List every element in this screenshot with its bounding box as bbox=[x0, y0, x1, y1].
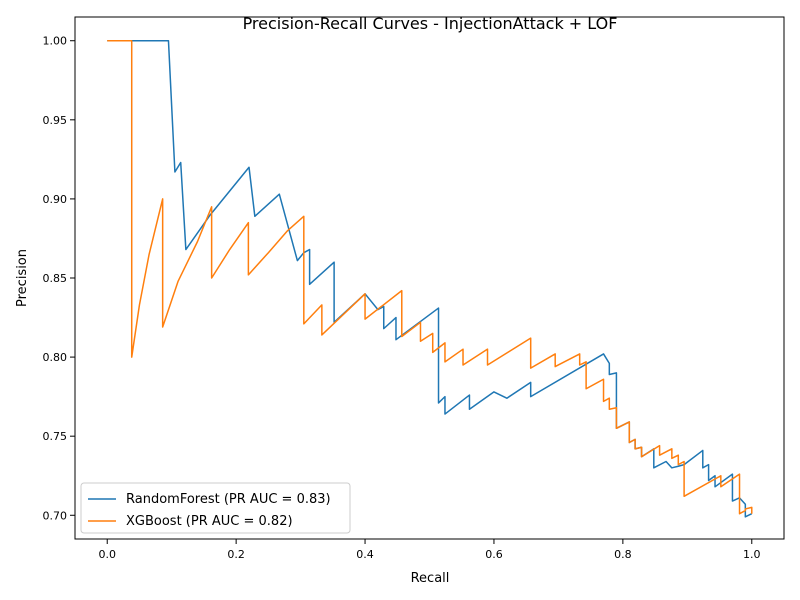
x-tick-label: 0.4 bbox=[356, 548, 374, 561]
plot-area: 0.0 0.2 0.4 0.6 0.8 1.0 0.700.750.800.850.900… bbox=[43, 16, 785, 561]
x-axis-label: Recall bbox=[411, 571, 450, 586]
x-tick-label: 1.0 bbox=[743, 548, 761, 561]
series-line-xgboost bbox=[107, 39, 753, 515]
x-tick-label: 0.2 bbox=[227, 548, 245, 561]
x-tick-label: 0.0 bbox=[98, 548, 116, 561]
legend: RandomForest (PR AUC = 0.83) XGBoost (PR… bbox=[80, 482, 351, 534]
y-axis-label: Precision bbox=[15, 249, 30, 307]
y-tick-label: 0.95 bbox=[43, 114, 68, 127]
y-tick-label: 0.75 bbox=[43, 430, 68, 443]
y-tick-label: 0.90 bbox=[43, 193, 68, 206]
y-tick-label: 0.80 bbox=[43, 351, 68, 364]
series-line-randomforest bbox=[107, 39, 753, 518]
x-tick-label: 0.8 bbox=[614, 548, 632, 561]
legend-box bbox=[80, 482, 351, 534]
y-tick-label: 0.70 bbox=[43, 509, 68, 522]
legend-label-randomforest: RandomForest (PR AUC = 0.83) bbox=[126, 492, 331, 507]
y-axis: 0.70 0.75 0.80 0.85 0.90 0.95 1.00 bbox=[43, 35, 75, 522]
y-tick-label: 0.85 bbox=[43, 272, 68, 285]
y-tick-label: 1.00 bbox=[43, 35, 68, 48]
x-tick-label: 0.6 bbox=[485, 548, 503, 561]
series-layer bbox=[107, 39, 753, 518]
legend-label-xgboost: XGBoost (PR AUC = 0.82) bbox=[126, 514, 293, 529]
x-axis: 0.0 0.2 0.4 0.6 0.8 1.0 bbox=[98, 539, 761, 561]
chart-title: Precision-Recall Curves - InjectionAttac… bbox=[243, 14, 618, 33]
